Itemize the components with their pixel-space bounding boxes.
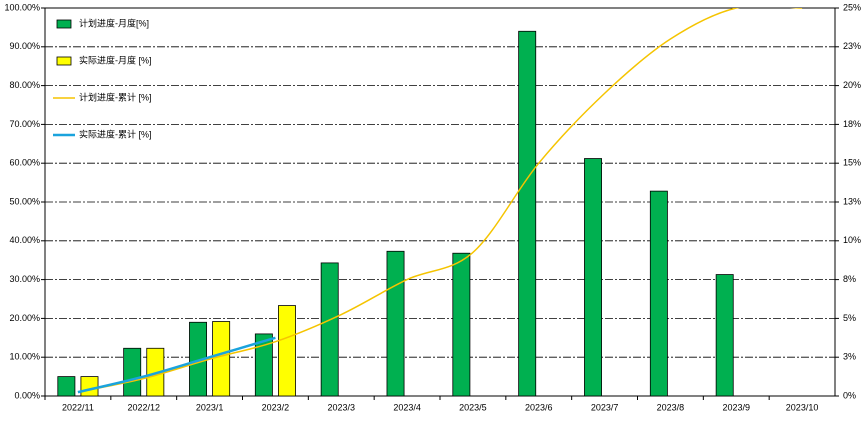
bar: [57, 376, 76, 396]
y-tick-label: 70.00%: [9, 119, 40, 129]
legend-label: 计划进度-月度[%]: [79, 17, 149, 28]
x-tick-label: 2022/12: [127, 402, 160, 412]
x-tick-label: 2023/5: [459, 402, 487, 412]
x-tick-label: 2023/2: [262, 402, 290, 412]
y-tick-label: 50.00%: [9, 196, 40, 206]
legend-label: 计划进度-累计 [%]: [79, 91, 152, 102]
y2-tick-label: 23%: [843, 41, 861, 51]
y2-tick-label: 3%: [843, 352, 856, 362]
line: [77, 336, 276, 394]
y-tick-label: 30.00%: [9, 274, 40, 284]
y2-tick-label: 5%: [843, 313, 856, 323]
line: [77, 8, 803, 393]
bar: [278, 305, 296, 396]
bar: [452, 252, 471, 396]
y2-tick-label: 20%: [843, 80, 861, 90]
bar: [386, 250, 405, 396]
bar: [649, 190, 668, 396]
legend-label: 实际进度-月度 [%]: [79, 54, 152, 65]
bar: [212, 321, 231, 396]
x-tick-label: 2023/1: [196, 402, 224, 412]
y-tick-label: 80.00%: [9, 80, 40, 90]
y2-tick-label: 13%: [843, 196, 861, 206]
x-tick-label: 2023/8: [657, 402, 685, 412]
bar: [715, 274, 734, 396]
bar: [320, 262, 339, 396]
x-tick-label: 2023/3: [327, 402, 355, 412]
y2-tick-label: 25%: [843, 2, 861, 12]
bar: [80, 376, 99, 396]
y2-tick-label: 0%: [843, 390, 856, 400]
bar: [254, 333, 273, 396]
y-tick-label: 40.00%: [9, 235, 40, 245]
y2-tick-label: 15%: [843, 158, 861, 168]
y-tick-label: 100.00%: [4, 2, 40, 12]
y2-tick-label: 10%: [843, 235, 861, 245]
x-tick-label: 2023/10: [786, 402, 819, 412]
x-tick-label: 2022/11: [62, 402, 94, 412]
y-tick-label: 60.00%: [9, 158, 40, 168]
bar: [123, 347, 142, 396]
legend-label: 实际进度-累计 [%]: [79, 128, 152, 139]
bar: [584, 158, 602, 396]
y-tick-label: 10.00%: [9, 352, 40, 362]
x-tick-label: 2023/9: [722, 402, 750, 412]
x-tick-label: 2023/7: [591, 402, 619, 412]
legend-swatch: [56, 19, 72, 29]
x-tick-label: 2023/6: [525, 402, 553, 412]
plot-area: [57, 8, 803, 396]
x-tick-label: 2023/4: [393, 402, 421, 412]
y-tick-label: 20.00%: [9, 313, 40, 323]
legend-swatch: [56, 56, 72, 66]
y2-tick-label: 8%: [843, 274, 856, 284]
y2-tick-label: 18%: [843, 119, 861, 129]
bar: [518, 30, 537, 396]
y-tick-label: 0.00%: [14, 390, 40, 400]
y-tick-label: 90.00%: [9, 41, 40, 51]
